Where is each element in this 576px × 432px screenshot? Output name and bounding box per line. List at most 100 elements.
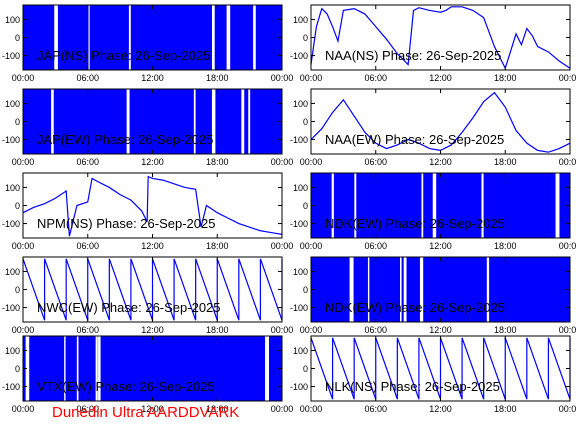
x-tick-label: 12:00 [429,325,452,335]
y-tick-label: -100 [2,135,20,145]
x-tick-label: 12:00 [141,157,164,167]
y-tick-label: 0 [15,285,20,295]
y-tick-label: -100 [290,219,308,229]
y-tick-label: 0 [15,364,20,374]
series-gap [95,336,98,401]
x-tick-label: 06:00 [76,73,99,83]
x-tick-label: 18:00 [494,404,517,414]
chart-panel-4: 1000-10000:0006:0012:0018:0000:00NAA(EW)… [290,88,576,167]
x-tick-label: 18:00 [206,157,229,167]
x-tick-label: 06:00 [364,325,387,335]
y-tick-label: -100 [290,382,308,392]
y-tick-label: 0 [15,117,20,127]
x-tick-label: 06:00 [76,241,99,251]
x-tick-label: 06:00 [364,157,387,167]
x-tick-label: 12:00 [429,73,452,83]
y-tick-label: 0 [15,33,20,43]
series-gap [211,5,215,70]
panel-title: NLK(NS) Phase: 26-Sep-2025 [325,379,500,394]
series-gap [403,257,407,322]
y-tick-label: -100 [2,51,20,61]
series-gap [419,257,424,322]
y-tick-label: 100 [5,15,20,25]
series-gap [248,89,251,154]
series-fill [23,336,282,401]
series-fill [311,257,570,322]
x-tick-label: 18:00 [206,325,229,335]
x-tick-label: 06:00 [364,73,387,83]
x-tick-label: 00:00 [271,73,294,83]
series-gap [211,89,216,154]
y-tick-label: 0 [303,117,308,127]
x-tick-label: 00:00 [300,157,323,167]
series-gap [226,5,231,70]
series-gap [51,89,54,154]
chart-panel-2: 1000-10000:0006:0012:0018:0000:00NAA(NS)… [290,4,576,83]
x-tick-label: 06:00 [76,325,99,335]
x-tick-label: 00:00 [271,241,294,251]
y-tick-label: 100 [293,267,308,277]
series-gap [421,173,424,238]
x-tick-label: 00:00 [300,73,323,83]
series-gap [241,89,245,154]
series-gap [486,257,490,322]
panel-title: NPM(NS) Phase: 26-Sep-2025 [37,216,215,231]
series-gap [349,257,354,322]
x-tick-label: 00:00 [559,241,576,251]
x-tick-label: 06:00 [76,404,99,414]
y-tick-label: -100 [2,303,20,313]
chart-panel-8: 1000-10000:0006:0012:0018:0000:00NDK(EW)… [290,256,576,335]
x-tick-label: 18:00 [206,404,229,414]
series-gap [555,173,560,238]
series-gap [126,89,130,154]
series-gap [193,89,196,154]
series-fill [311,173,570,238]
y-tick-label: 100 [293,183,308,193]
panel-title: NDK(EW) Phase: 26-Sep-2025 [325,300,505,315]
series-gap [54,5,58,70]
series-gap [76,336,79,401]
x-tick-label: 06:00 [364,404,387,414]
x-tick-label: 18:00 [494,157,517,167]
y-tick-label: 100 [293,99,308,109]
y-tick-label: 0 [303,364,308,374]
x-tick-label: 00:00 [559,73,576,83]
x-tick-label: 12:00 [429,241,452,251]
panel-title: VTX(EW) Phase: 26-Sep-2025 [37,379,215,394]
series-gap [367,257,370,322]
x-tick-label: 00:00 [12,325,35,335]
x-tick-label: 18:00 [206,241,229,251]
x-tick-label: 00:00 [271,157,294,167]
x-tick-label: 00:00 [12,404,35,414]
chart-panel-6: 1000-10000:0006:0012:0018:0000:00NDK(EW)… [290,172,576,251]
y-tick-label: -100 [2,219,20,229]
series-gap [25,336,30,401]
y-tick-label: 100 [5,346,20,356]
x-tick-label: 00:00 [271,325,294,335]
footer-label: Dunedin Ultra AARDDVARK [52,404,240,421]
x-tick-label: 00:00 [300,404,323,414]
y-tick-label: 100 [293,346,308,356]
x-tick-label: 00:00 [12,241,35,251]
y-tick-label: 0 [303,33,308,43]
panel-title: NDK(EW) Phase: 26-Sep-2025 [325,216,505,231]
y-tick-label: 100 [293,15,308,25]
series-fill [23,5,282,70]
x-tick-label: 12:00 [141,241,164,251]
x-tick-label: 18:00 [494,241,517,251]
series-gap [128,5,131,70]
series-gap [253,5,256,70]
x-tick-label: 00:00 [300,241,323,251]
y-tick-label: 0 [303,201,308,211]
y-tick-label: 0 [303,285,308,295]
x-tick-label: 18:00 [206,73,229,83]
x-tick-label: 18:00 [494,325,517,335]
y-tick-label: 100 [5,267,20,277]
panel-title: NAA(EW) Phase: 26-Sep-2025 [325,132,504,147]
series-gap [265,336,270,401]
panel-title: NAA(NS) Phase: 26-Sep-2025 [325,48,501,63]
